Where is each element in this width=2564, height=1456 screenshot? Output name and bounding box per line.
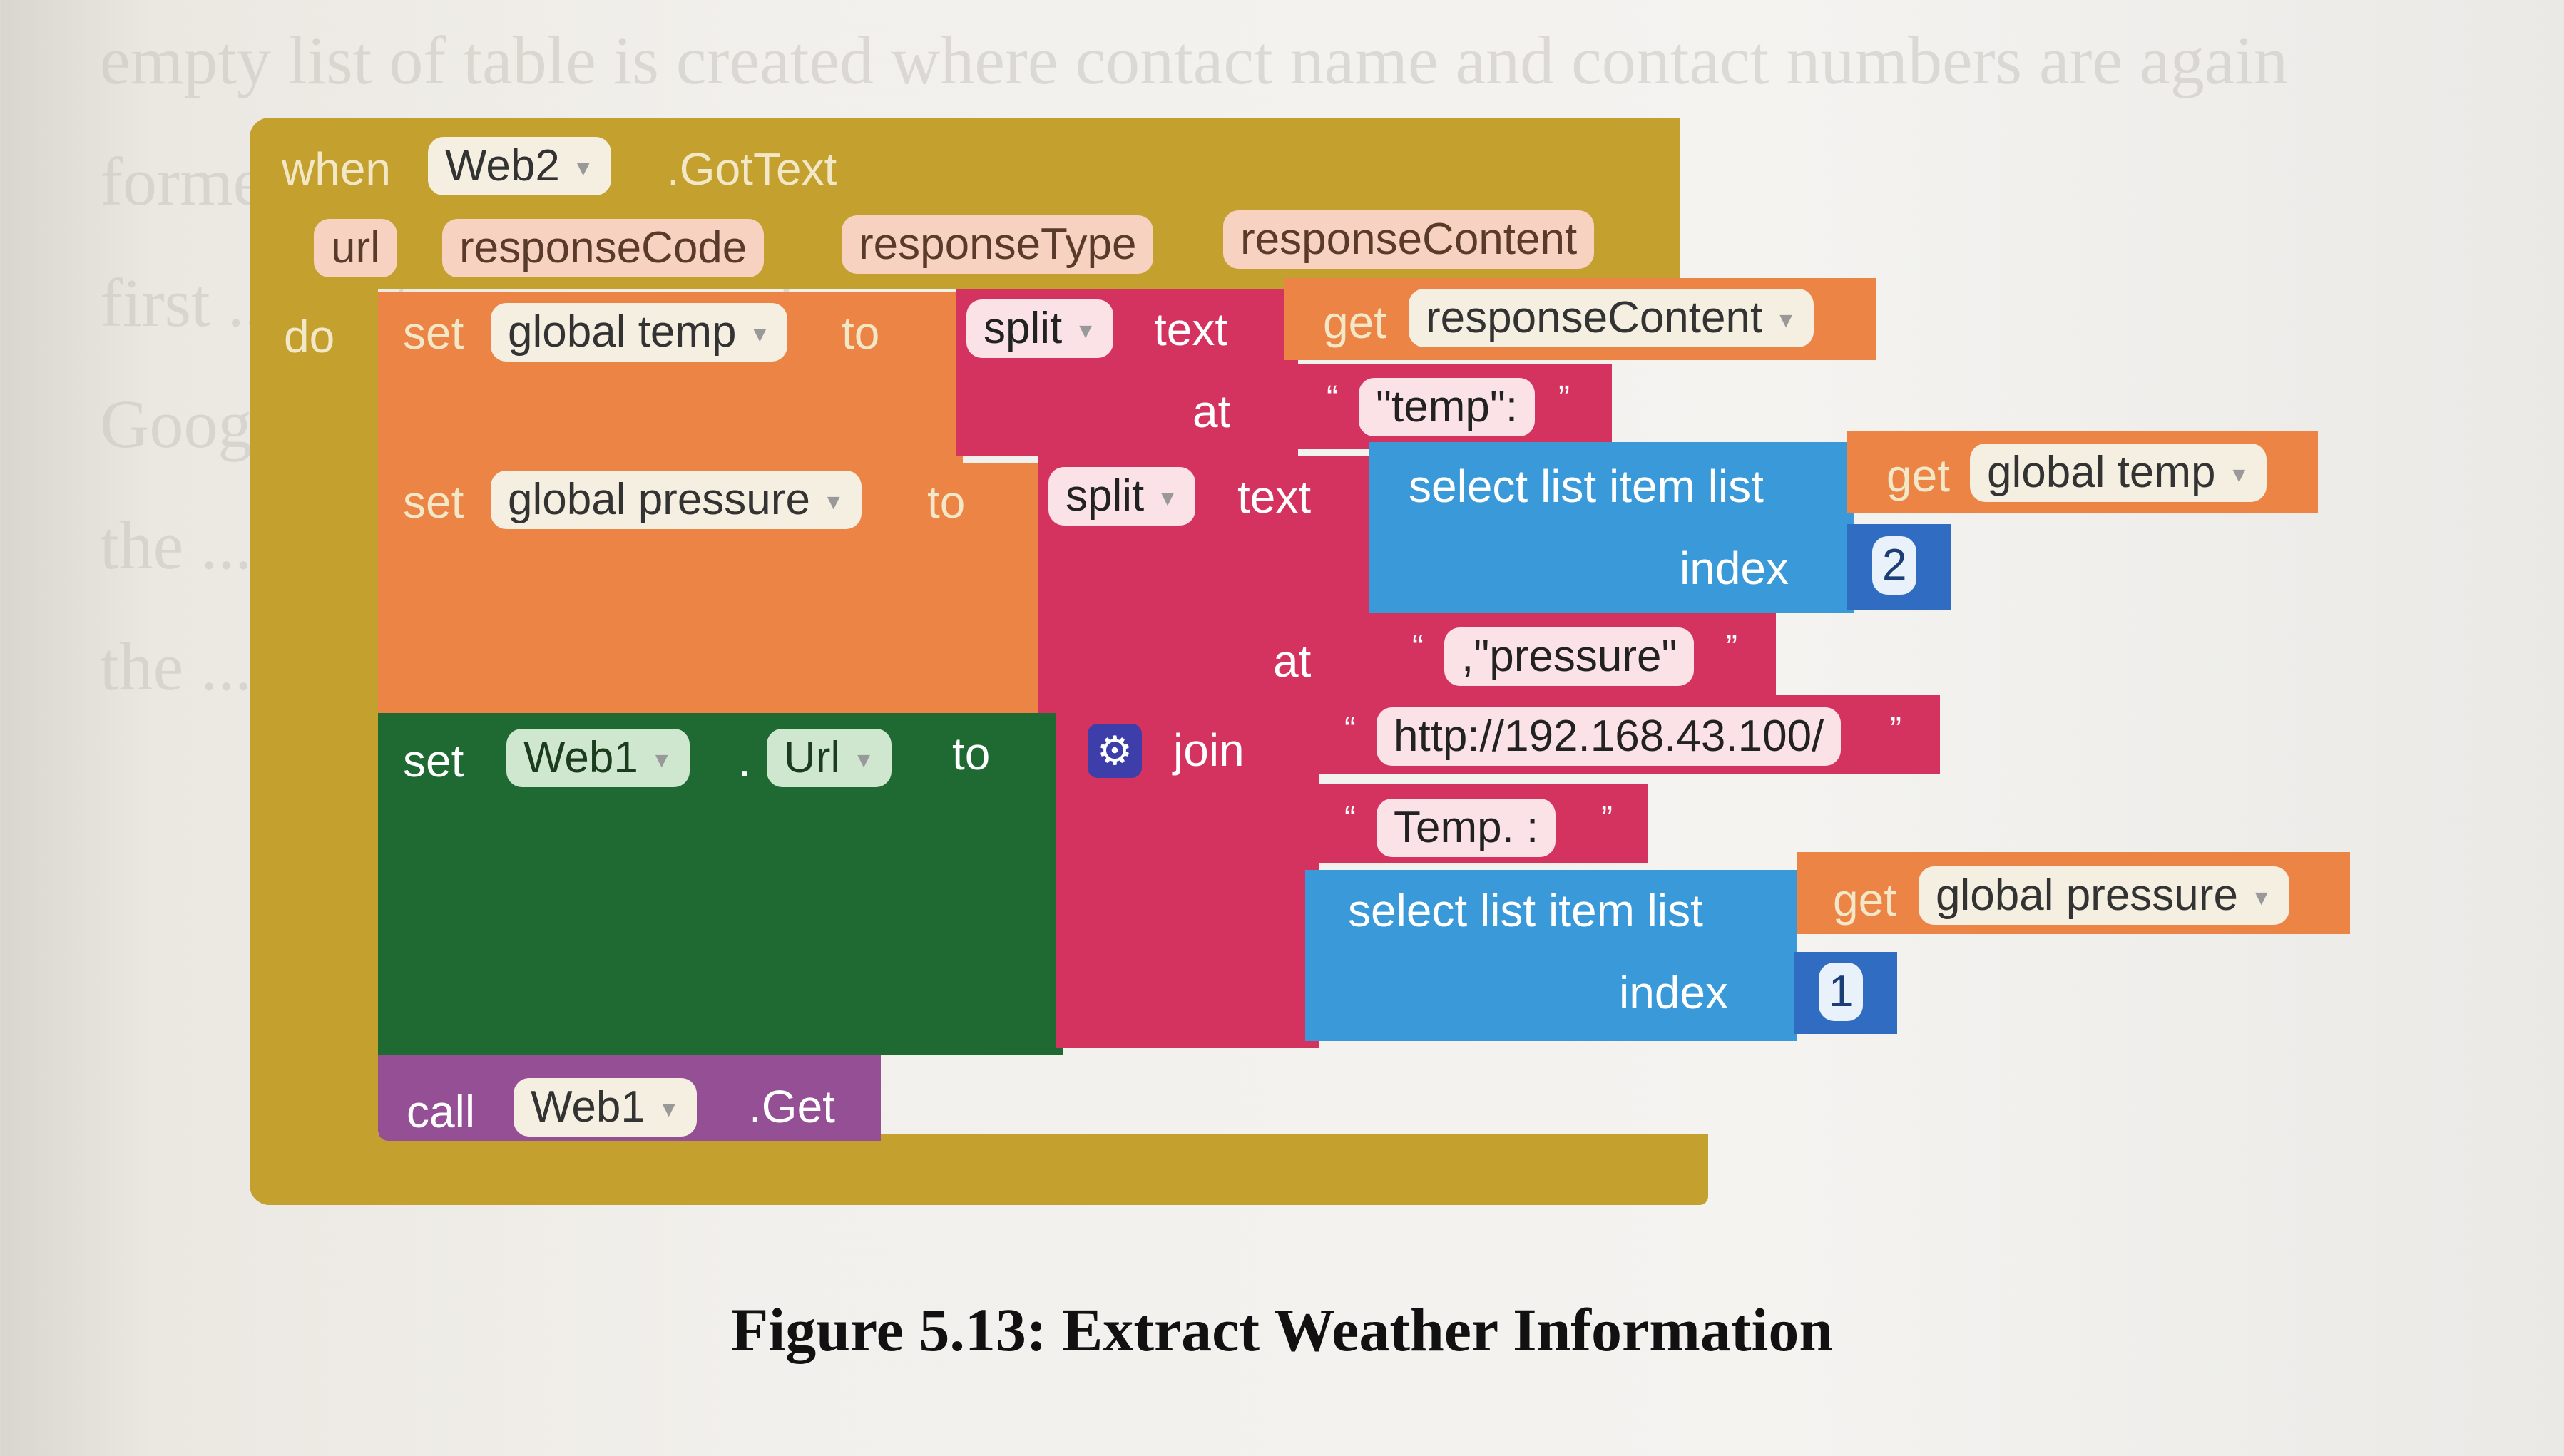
number-value-2[interactable]: 2 xyxy=(1872,536,1917,595)
split-dropdown[interactable]: split ▼ xyxy=(966,299,1113,358)
method-label: .Get xyxy=(749,1081,835,1132)
close-quote-icon: ” xyxy=(1601,800,1613,838)
dropdown-arrow-icon: ▼ xyxy=(650,748,673,772)
figure-caption: Figure 5.13: Extract Weather Information xyxy=(730,1296,1834,1364)
open-quote-icon: “ xyxy=(1327,379,1338,417)
select-list-item-block-2[interactable] xyxy=(1305,870,1797,1041)
do-label: do xyxy=(284,311,335,362)
dropdown-arrow-icon: ▼ xyxy=(2228,463,2250,487)
event-block-left-rail xyxy=(250,285,378,1205)
when-label: when xyxy=(282,143,391,195)
get-variable-name: global pressure xyxy=(1936,871,2238,920)
open-quote-icon: “ xyxy=(1412,629,1424,667)
dropdown-arrow-icon: ▼ xyxy=(1775,308,1797,332)
index-label: index xyxy=(1619,967,1728,1018)
close-quote-icon: ” xyxy=(1726,629,1737,667)
get-label: get xyxy=(1323,297,1386,348)
param-responsecode[interactable]: responseCode xyxy=(442,219,765,277)
to-label: to xyxy=(952,728,991,779)
dropdown-arrow-icon: ▼ xyxy=(822,490,844,514)
set-label: set xyxy=(403,307,464,359)
split-name: split xyxy=(984,304,1063,353)
at-label: at xyxy=(1273,635,1312,687)
component-dropdown-web2[interactable]: Web2 ▼ xyxy=(428,137,611,195)
to-label: to xyxy=(842,307,880,359)
get-dropdown-responsecontent[interactable]: responseContent ▼ xyxy=(1409,289,1814,347)
get-label: get xyxy=(1886,450,1950,501)
component-name: Web1 xyxy=(523,733,638,782)
call-label: call xyxy=(407,1086,476,1137)
component-name: Web2 xyxy=(445,141,560,190)
dropdown-arrow-icon: ▼ xyxy=(1157,486,1178,511)
string-value-temp-label[interactable]: Temp. : xyxy=(1377,799,1556,857)
dot-label: . xyxy=(738,735,751,786)
param-url[interactable]: url xyxy=(314,219,397,277)
dropdown-arrow-icon: ▼ xyxy=(2250,886,2272,910)
param-responsetype[interactable]: responseType xyxy=(842,215,1154,274)
open-quote-icon: “ xyxy=(1344,711,1356,749)
gear-icon[interactable]: ⚙ xyxy=(1088,724,1142,778)
bg-line: empty list of table is created where con… xyxy=(100,22,2289,98)
number-value-1[interactable]: 1 xyxy=(1819,963,1864,1021)
param-responsecontent[interactable]: responseContent xyxy=(1223,210,1595,269)
dropdown-arrow-icon: ▼ xyxy=(853,748,874,772)
get-label: get xyxy=(1833,874,1896,926)
text-socket-label: text xyxy=(1237,471,1312,523)
dropdown-arrow-icon: ▼ xyxy=(572,156,594,180)
select-list-item-label: select list item list xyxy=(1409,461,1764,512)
string-value-pressure[interactable]: ,"pressure" xyxy=(1444,627,1695,686)
join-label: join xyxy=(1173,724,1245,776)
get-dropdown-global-pressure[interactable]: global pressure ▼ xyxy=(1919,866,2289,925)
variable-dropdown-global-temp[interactable]: global temp ▼ xyxy=(491,303,788,362)
event-name-label: .GotText xyxy=(667,143,837,195)
close-quote-icon: ” xyxy=(1558,379,1570,417)
set-label: set xyxy=(403,735,464,786)
select-list-item-block[interactable] xyxy=(1369,442,1854,613)
string-value-url[interactable]: http://192.168.43.100/ xyxy=(1377,707,1842,766)
get-variable-name: global temp xyxy=(1987,448,2216,497)
event-block-bottom-bar xyxy=(250,1134,1708,1205)
component-dropdown-web1[interactable]: Web1 ▼ xyxy=(506,729,690,787)
string-value-temp[interactable]: "temp": xyxy=(1359,378,1536,436)
index-label: index xyxy=(1680,543,1789,594)
property-dropdown-url[interactable]: Url ▼ xyxy=(767,729,892,787)
set-web1-url-block[interactable] xyxy=(378,713,1063,1055)
get-dropdown-global-temp[interactable]: global temp ▼ xyxy=(1970,444,2267,502)
close-quote-icon: ” xyxy=(1890,711,1901,749)
dropdown-arrow-icon: ▼ xyxy=(749,322,771,347)
get-variable-name: responseContent xyxy=(1426,293,1763,342)
set-label: set xyxy=(403,476,464,528)
split-name: split xyxy=(1066,471,1145,521)
select-list-item-label: select list item list xyxy=(1348,885,1703,936)
variable-name: global temp xyxy=(508,307,737,357)
component-dropdown-web1-call[interactable]: Web1 ▼ xyxy=(514,1078,697,1137)
dropdown-arrow-icon: ▼ xyxy=(658,1097,680,1122)
variable-dropdown-global-pressure[interactable]: global pressure ▼ xyxy=(491,471,862,529)
open-quote-icon: “ xyxy=(1344,800,1356,838)
to-label: to xyxy=(927,476,966,528)
at-label: at xyxy=(1192,386,1231,437)
split-dropdown[interactable]: split ▼ xyxy=(1048,467,1195,526)
component-name: Web1 xyxy=(531,1082,645,1132)
variable-name: global pressure xyxy=(508,475,810,524)
property-name: Url xyxy=(784,733,841,782)
dropdown-arrow-icon: ▼ xyxy=(1075,319,1096,343)
text-socket-label: text xyxy=(1154,304,1228,355)
